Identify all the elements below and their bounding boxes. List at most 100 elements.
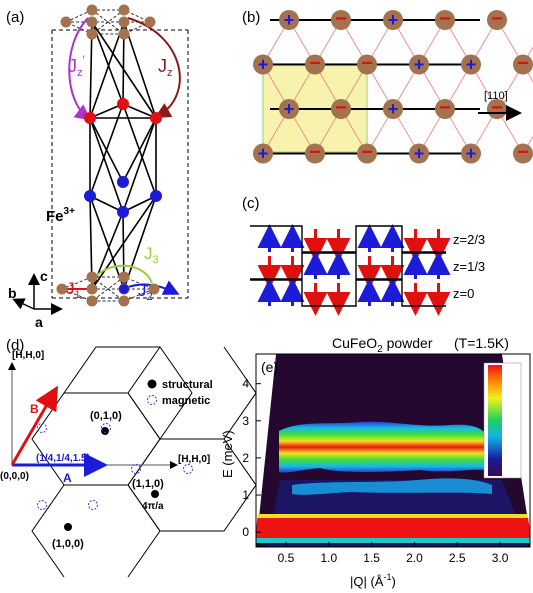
spin-minus: −: [361, 53, 373, 75]
origin-label: (0,0,0): [0, 471, 29, 482]
direction-label: [110]: [484, 90, 508, 102]
elastic-line: [256, 518, 530, 538]
spin-plus: +: [466, 144, 477, 164]
plot-frame: [255, 353, 531, 548]
x-ticks: 0.5 1.0 1.5 2.0 2.5 3.0: [278, 542, 509, 565]
weak-band: [292, 478, 492, 495]
magnetic-points: [37, 423, 193, 510]
x-tick-label: 2.0: [406, 551, 423, 565]
panel-e: CuFeO2 powder (T=1.5K) 0.5 1.0 1.5 2.0 2.5 3.…: [220, 335, 531, 589]
j2-label: J2: [138, 281, 153, 303]
q-vector-label: (1/4,1/4,1.5): [36, 453, 90, 464]
lattice-site: [461, 143, 481, 164]
panel-a-label: (a): [6, 9, 24, 26]
axis-b-label: b: [8, 285, 17, 301]
layer-label-0: z=2/3: [453, 232, 485, 247]
layer-label-1: z=1/3: [453, 259, 485, 274]
vector-a-label: A: [63, 471, 72, 485]
spin-plus: +: [414, 144, 425, 164]
scale-label: 4π/a: [142, 501, 164, 512]
jz-label: Jz: [158, 56, 173, 79]
y-tick-label: 3: [242, 414, 249, 428]
spin-plus: +: [466, 55, 477, 75]
spin-minus: −: [491, 97, 503, 119]
y-tick-label: 4: [242, 377, 249, 391]
spin-minus: −: [517, 142, 529, 164]
spin-plus: +: [388, 99, 399, 119]
lattice-site: [305, 143, 325, 164]
layer-outline: [250, 252, 446, 280]
panel-c-label: (c): [242, 195, 260, 212]
vector-b: [10, 385, 59, 466]
fe-layer-upper: [84, 98, 162, 124]
panel-c: (c) z=2/3 z=1/3 z=0: [242, 195, 485, 316]
x-tick-label: 2.5: [449, 551, 466, 565]
spin-minus: −: [309, 53, 321, 75]
axis-c-label: c: [40, 268, 48, 284]
spin-plus: +: [284, 10, 295, 30]
lattice-site: [357, 143, 377, 164]
bonds: [89, 21, 157, 290]
spin-minus: −: [335, 8, 347, 30]
panel-b-label: (b): [242, 9, 260, 26]
lattice-site: [435, 10, 455, 30]
legend-magnetic: magnetic: [162, 395, 210, 407]
jz-prime-label: Jz′: [68, 53, 86, 79]
spin-plus: +: [258, 55, 269, 75]
y-tick-label: 0: [242, 525, 249, 539]
spin-minus: −: [439, 97, 451, 119]
jz-prime-arc: [68, 17, 92, 121]
axis-a-label: a: [35, 314, 43, 330]
jz-arc: [127, 17, 181, 118]
spin-minus: −: [517, 53, 529, 75]
lattice-site: [513, 54, 533, 75]
legend-structural-dot: [147, 379, 157, 389]
colorbar: [488, 365, 502, 476]
x-axis-label: |Q| (Å-1): [350, 572, 396, 589]
temperature-label: (T=1.5K): [454, 335, 509, 351]
lattice-site: [305, 54, 325, 75]
spin-minus: −: [439, 8, 451, 30]
lattice-site: [383, 99, 403, 119]
y-ticks: 0 1 2 3 4: [242, 377, 261, 539]
panel-d-label: (d): [6, 337, 24, 354]
axis-y-label: [H̄,H,0]: [12, 349, 44, 361]
spin-minus: −: [335, 97, 347, 119]
spin-minus: −: [309, 142, 321, 164]
elastic-edge-bottom: [256, 538, 530, 543]
lattice-site: [253, 54, 273, 75]
spin-sites: +−+−−++−−++−+−+−−++−−++−: [253, 8, 533, 164]
unit-cell-outline: [51, 29, 189, 299]
vector-b-label: B: [30, 402, 39, 416]
lattice-site: [279, 99, 299, 119]
layer-label-2: z=0: [453, 286, 474, 301]
spin-plus: +: [284, 99, 295, 119]
fe-ion-label: Fe3+: [46, 206, 75, 225]
lattice-site: [279, 10, 299, 30]
legend-structural: structural: [162, 379, 213, 391]
panel-a: (a): [6, 4, 189, 330]
spin-plus: +: [258, 144, 269, 164]
x-tick-label: 0.5: [278, 551, 295, 565]
lattice-site: [513, 143, 533, 164]
kinematic-mask-left: [256, 354, 276, 530]
point-110-label: (1,1,0): [132, 478, 164, 490]
lattice-site: [409, 54, 429, 75]
elastic-edge-top: [256, 514, 530, 518]
spin-minus: −: [361, 142, 373, 164]
lattice-site: [461, 54, 481, 75]
lattice-site: [253, 143, 273, 164]
point-010-label: (0,1,0): [90, 410, 122, 422]
spin-plus: +: [388, 10, 399, 30]
lattice-site: [331, 99, 351, 119]
spin-wave-band: [279, 421, 487, 473]
bottom-fe-atoms: [119, 284, 129, 294]
spin-minus: −: [491, 8, 503, 30]
spin-layers: [250, 224, 451, 316]
axis-x-label: [H,H,0]: [178, 454, 210, 465]
lattice-site: [435, 99, 455, 119]
x-tick-label: 1.5: [363, 551, 380, 565]
top-layer-atoms: [60, 4, 156, 40]
bottom-layer-atoms: [56, 271, 160, 307]
